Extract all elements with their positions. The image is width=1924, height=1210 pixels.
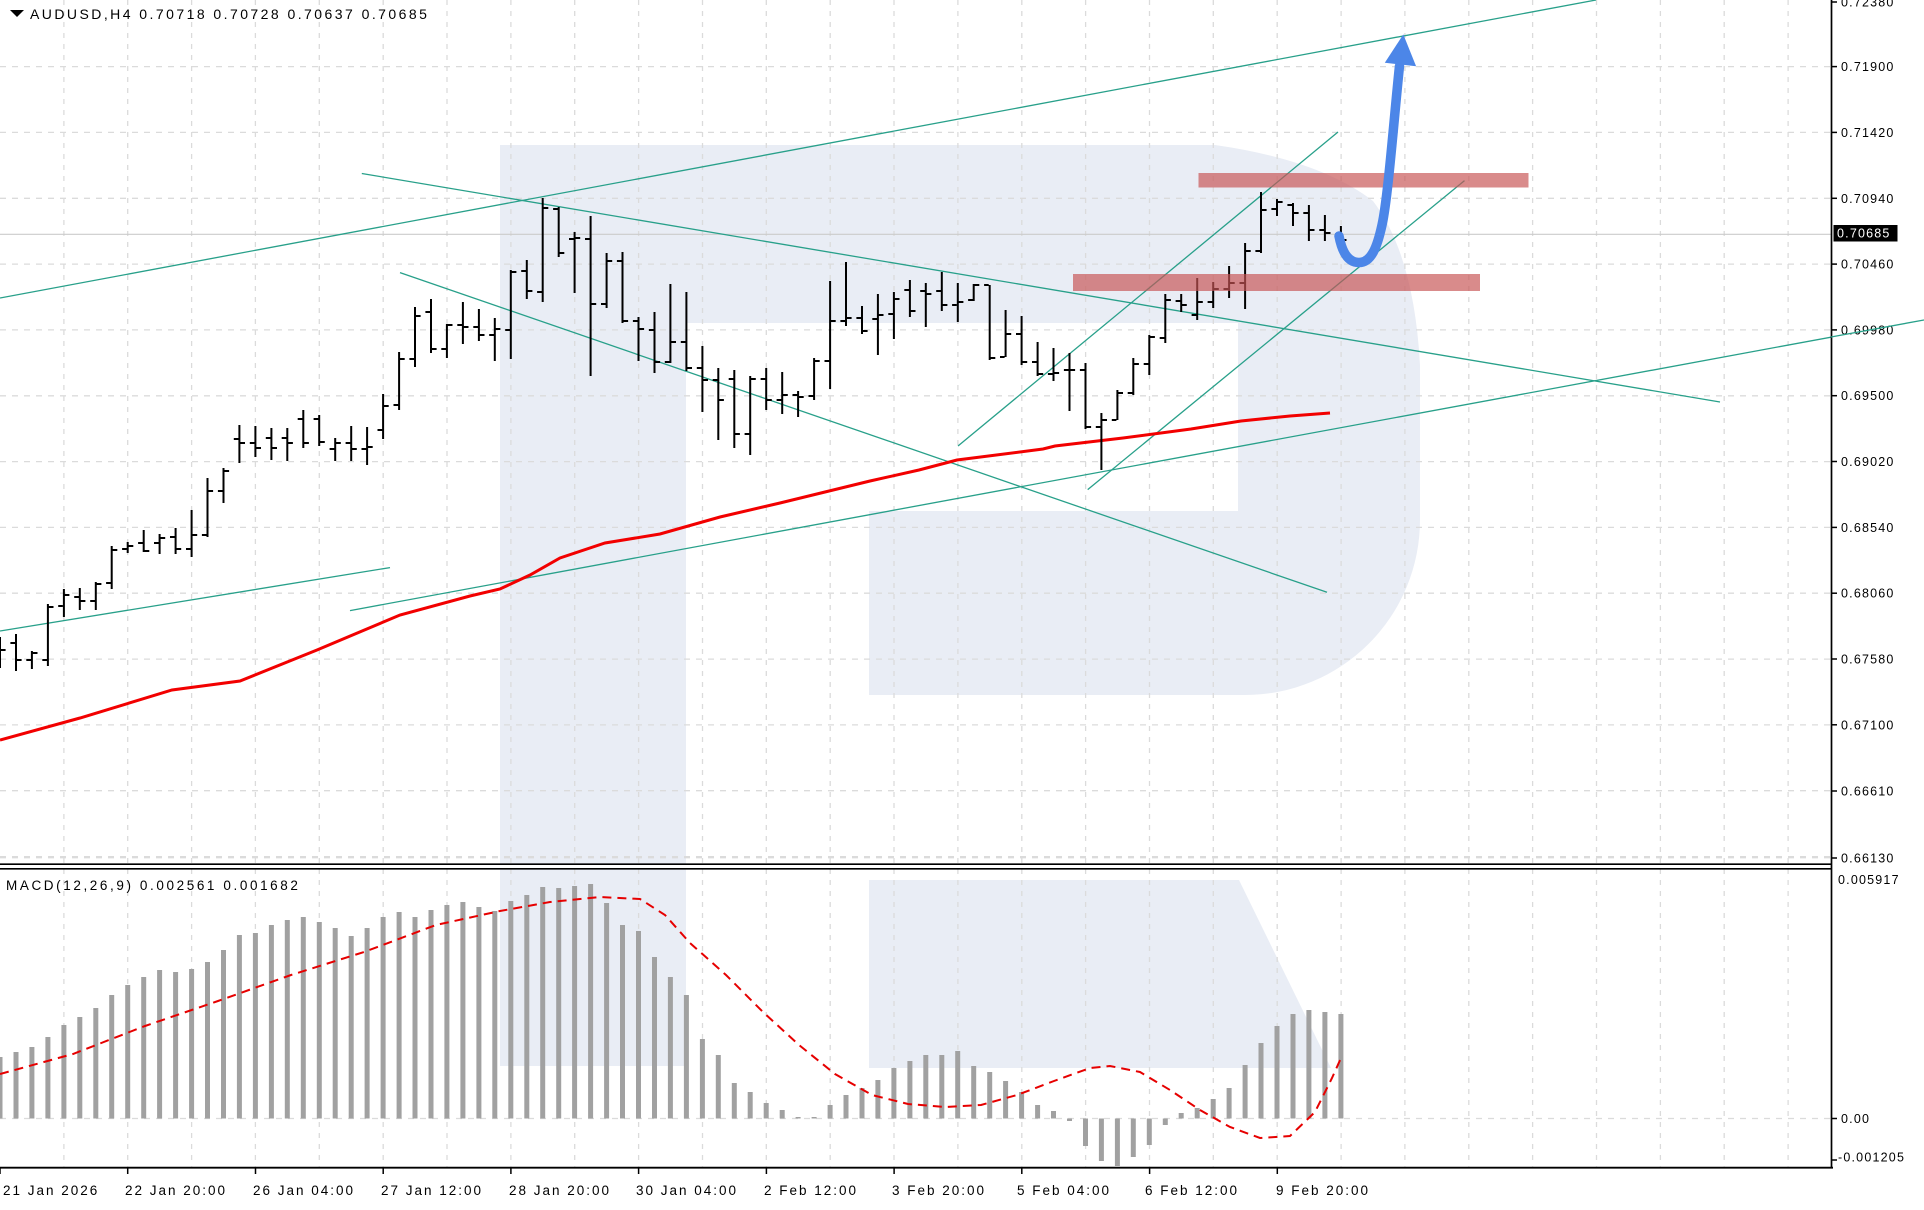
- svg-text:MACD(12,26,9) 0.002561 0.00168: MACD(12,26,9) 0.002561 0.001682: [6, 878, 301, 893]
- svg-text:-0.001205: -0.001205: [1838, 1151, 1905, 1165]
- svg-text:6 Feb 12:00: 6 Feb 12:00: [1145, 1183, 1239, 1198]
- svg-text:0.00: 0.00: [1841, 1112, 1870, 1126]
- svg-text:3 Feb 20:00: 3 Feb 20:00: [892, 1183, 986, 1198]
- svg-text:0.69500: 0.69500: [1841, 389, 1895, 403]
- svg-text:22 Jan 20:00: 22 Jan 20:00: [125, 1183, 227, 1198]
- svg-text:5 Feb 04:00: 5 Feb 04:00: [1017, 1183, 1111, 1198]
- svg-text:0.72380: 0.72380: [1841, 0, 1895, 10]
- svg-text:0.67100: 0.67100: [1841, 718, 1895, 732]
- svg-text:0.68540: 0.68540: [1841, 521, 1895, 535]
- svg-text:AUDUSD,H4 0.70718 0.70728 0.7: AUDUSD,H4 0.70718 0.70728 0.70637 0.7068…: [30, 6, 429, 22]
- svg-text:9 Feb 20:00: 9 Feb 20:00: [1276, 1183, 1370, 1198]
- svg-text:27 Jan 12:00: 27 Jan 12:00: [381, 1183, 483, 1198]
- svg-text:21 Jan 2026: 21 Jan 2026: [3, 1183, 99, 1198]
- svg-text:0.66610: 0.66610: [1841, 785, 1895, 799]
- svg-text:2 Feb 12:00: 2 Feb 12:00: [764, 1183, 858, 1198]
- svg-text:0.005917: 0.005917: [1838, 873, 1900, 887]
- svg-text:30 Jan 04:00: 30 Jan 04:00: [636, 1183, 738, 1198]
- svg-text:0.68060: 0.68060: [1841, 587, 1895, 601]
- svg-text:28 Jan 20:00: 28 Jan 20:00: [509, 1183, 611, 1198]
- svg-text:0.66130: 0.66130: [1841, 852, 1895, 866]
- svg-text:0.67580: 0.67580: [1841, 653, 1895, 667]
- svg-text:0.71900: 0.71900: [1841, 60, 1895, 74]
- svg-text:26 Jan 04:00: 26 Jan 04:00: [253, 1183, 355, 1198]
- svg-text:0.70685: 0.70685: [1837, 227, 1891, 241]
- svg-text:0.71420: 0.71420: [1841, 126, 1895, 140]
- svg-text:0.70940: 0.70940: [1841, 192, 1895, 206]
- svg-text:0.70460: 0.70460: [1841, 258, 1895, 272]
- svg-text:0.69020: 0.69020: [1841, 455, 1895, 469]
